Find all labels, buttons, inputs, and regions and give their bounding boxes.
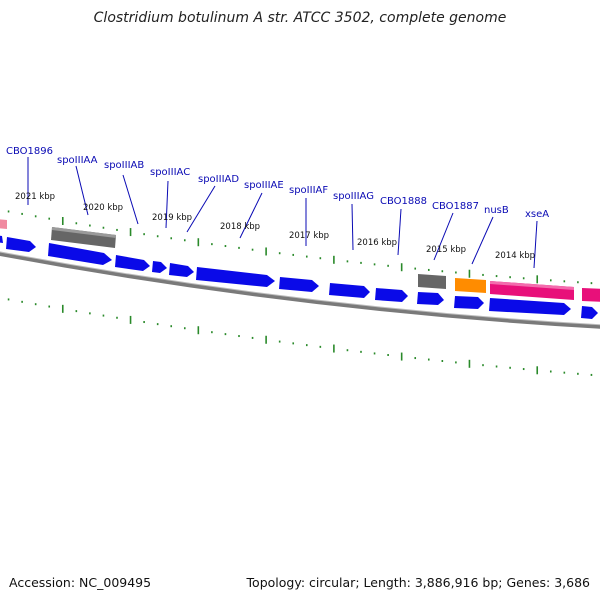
leader-line xyxy=(351,203,354,251)
gene-label-spoiiiag: spoIIIAG xyxy=(333,191,374,202)
scale-labels: 2021 kbp 2020 kbp 2019 kbp 2018 kbp 2017… xyxy=(15,192,535,261)
feature-light-pink xyxy=(0,219,7,229)
topology-label: Topology: xyxy=(246,575,306,590)
gene-arrow xyxy=(152,261,167,273)
feature-pink-right xyxy=(582,288,600,302)
genome-backbone-highlight xyxy=(0,251,600,326)
gene-label-cbo1887: CBO1887 xyxy=(432,201,479,212)
leader-line xyxy=(75,165,89,216)
gene-label-cbo1896: CBO1896 xyxy=(6,146,53,157)
map-title: Clostridium botulinum A str. ATCC 3502, … xyxy=(93,10,507,26)
leader-line xyxy=(122,174,139,225)
leader-line xyxy=(471,216,494,265)
gene-arrow xyxy=(454,296,484,309)
gene-arrow xyxy=(581,306,598,319)
leader-line xyxy=(186,185,216,233)
accession-label: Accession: xyxy=(9,575,76,590)
feature-grey-shade xyxy=(52,227,116,238)
gene-arrow xyxy=(417,292,444,305)
gene-arrow xyxy=(196,267,275,287)
leader-line xyxy=(433,212,454,261)
genome-backbone xyxy=(0,251,600,329)
topology-value: circular xyxy=(309,575,356,590)
outer-tick-row xyxy=(7,210,593,285)
length-value: 3,886,916 bp xyxy=(414,575,499,590)
scale-label: 2016 kbp xyxy=(357,238,397,248)
scale-label: 2020 kbp xyxy=(83,203,123,213)
gene-label-nusb: nusB xyxy=(484,205,509,216)
scale-label: 2015 kbp xyxy=(426,245,466,255)
length-label: Length: xyxy=(363,575,411,590)
gene-label-spoiiiab: spoIIIAB xyxy=(104,160,144,171)
gene-label-xsea: xseA xyxy=(525,209,549,220)
accession-value: NC_009495 xyxy=(79,575,152,590)
genes-value: 3,686 xyxy=(554,575,590,590)
gene-label-cbo1888: CBO1888 xyxy=(380,196,427,207)
leader-line xyxy=(165,180,169,229)
gene-arrow xyxy=(0,235,3,243)
leader-line xyxy=(397,208,402,256)
genome-stats: Topology: circular; Length: 3,886,916 bp… xyxy=(246,575,590,590)
gene-arrow xyxy=(279,277,319,292)
gene-arrow xyxy=(6,237,36,252)
scale-label: 2019 kbp xyxy=(152,213,192,223)
gene-arrow xyxy=(115,255,150,271)
genes-label: Genes: xyxy=(506,575,551,590)
gene-label-spoiiiaf: spoIIIAF xyxy=(289,185,328,196)
gene-arrow xyxy=(169,263,194,277)
feature-grey xyxy=(51,227,116,248)
gene-label-spoiiiac: spoIIIAC xyxy=(150,167,190,178)
gene-arrow xyxy=(375,288,408,302)
accession-info: Accession: NC_009495 xyxy=(9,575,151,590)
scale-label: 2017 kbp xyxy=(289,231,329,241)
inner-tick-row xyxy=(7,298,593,376)
gene-arrow xyxy=(489,298,571,315)
feature-grey-small xyxy=(418,274,446,289)
leader-line xyxy=(239,192,263,239)
gene-labels: CBO1896 spoIIIAA spoIIIAB spoIIIAC spoII… xyxy=(6,146,549,220)
gene-arrow xyxy=(329,283,370,298)
scale-label: 2014 kbp xyxy=(495,251,535,261)
scale-label: 2018 kbp xyxy=(220,222,260,232)
feature-orange xyxy=(455,278,486,293)
forward-strand-features xyxy=(0,219,600,302)
scale-label: 2021 kbp xyxy=(15,192,55,202)
gene-arrow xyxy=(48,243,112,265)
gene-label-spoiiiae: spoIIIAE xyxy=(244,180,284,191)
gene-label-spoiiiad: spoIIIAD xyxy=(198,174,239,185)
gene-label-spoiiiaa: spoIIIAA xyxy=(57,155,98,166)
gene-row xyxy=(0,235,598,319)
leader-line xyxy=(533,220,538,269)
label-lines xyxy=(27,157,538,269)
feature-pink-shade xyxy=(490,281,574,290)
